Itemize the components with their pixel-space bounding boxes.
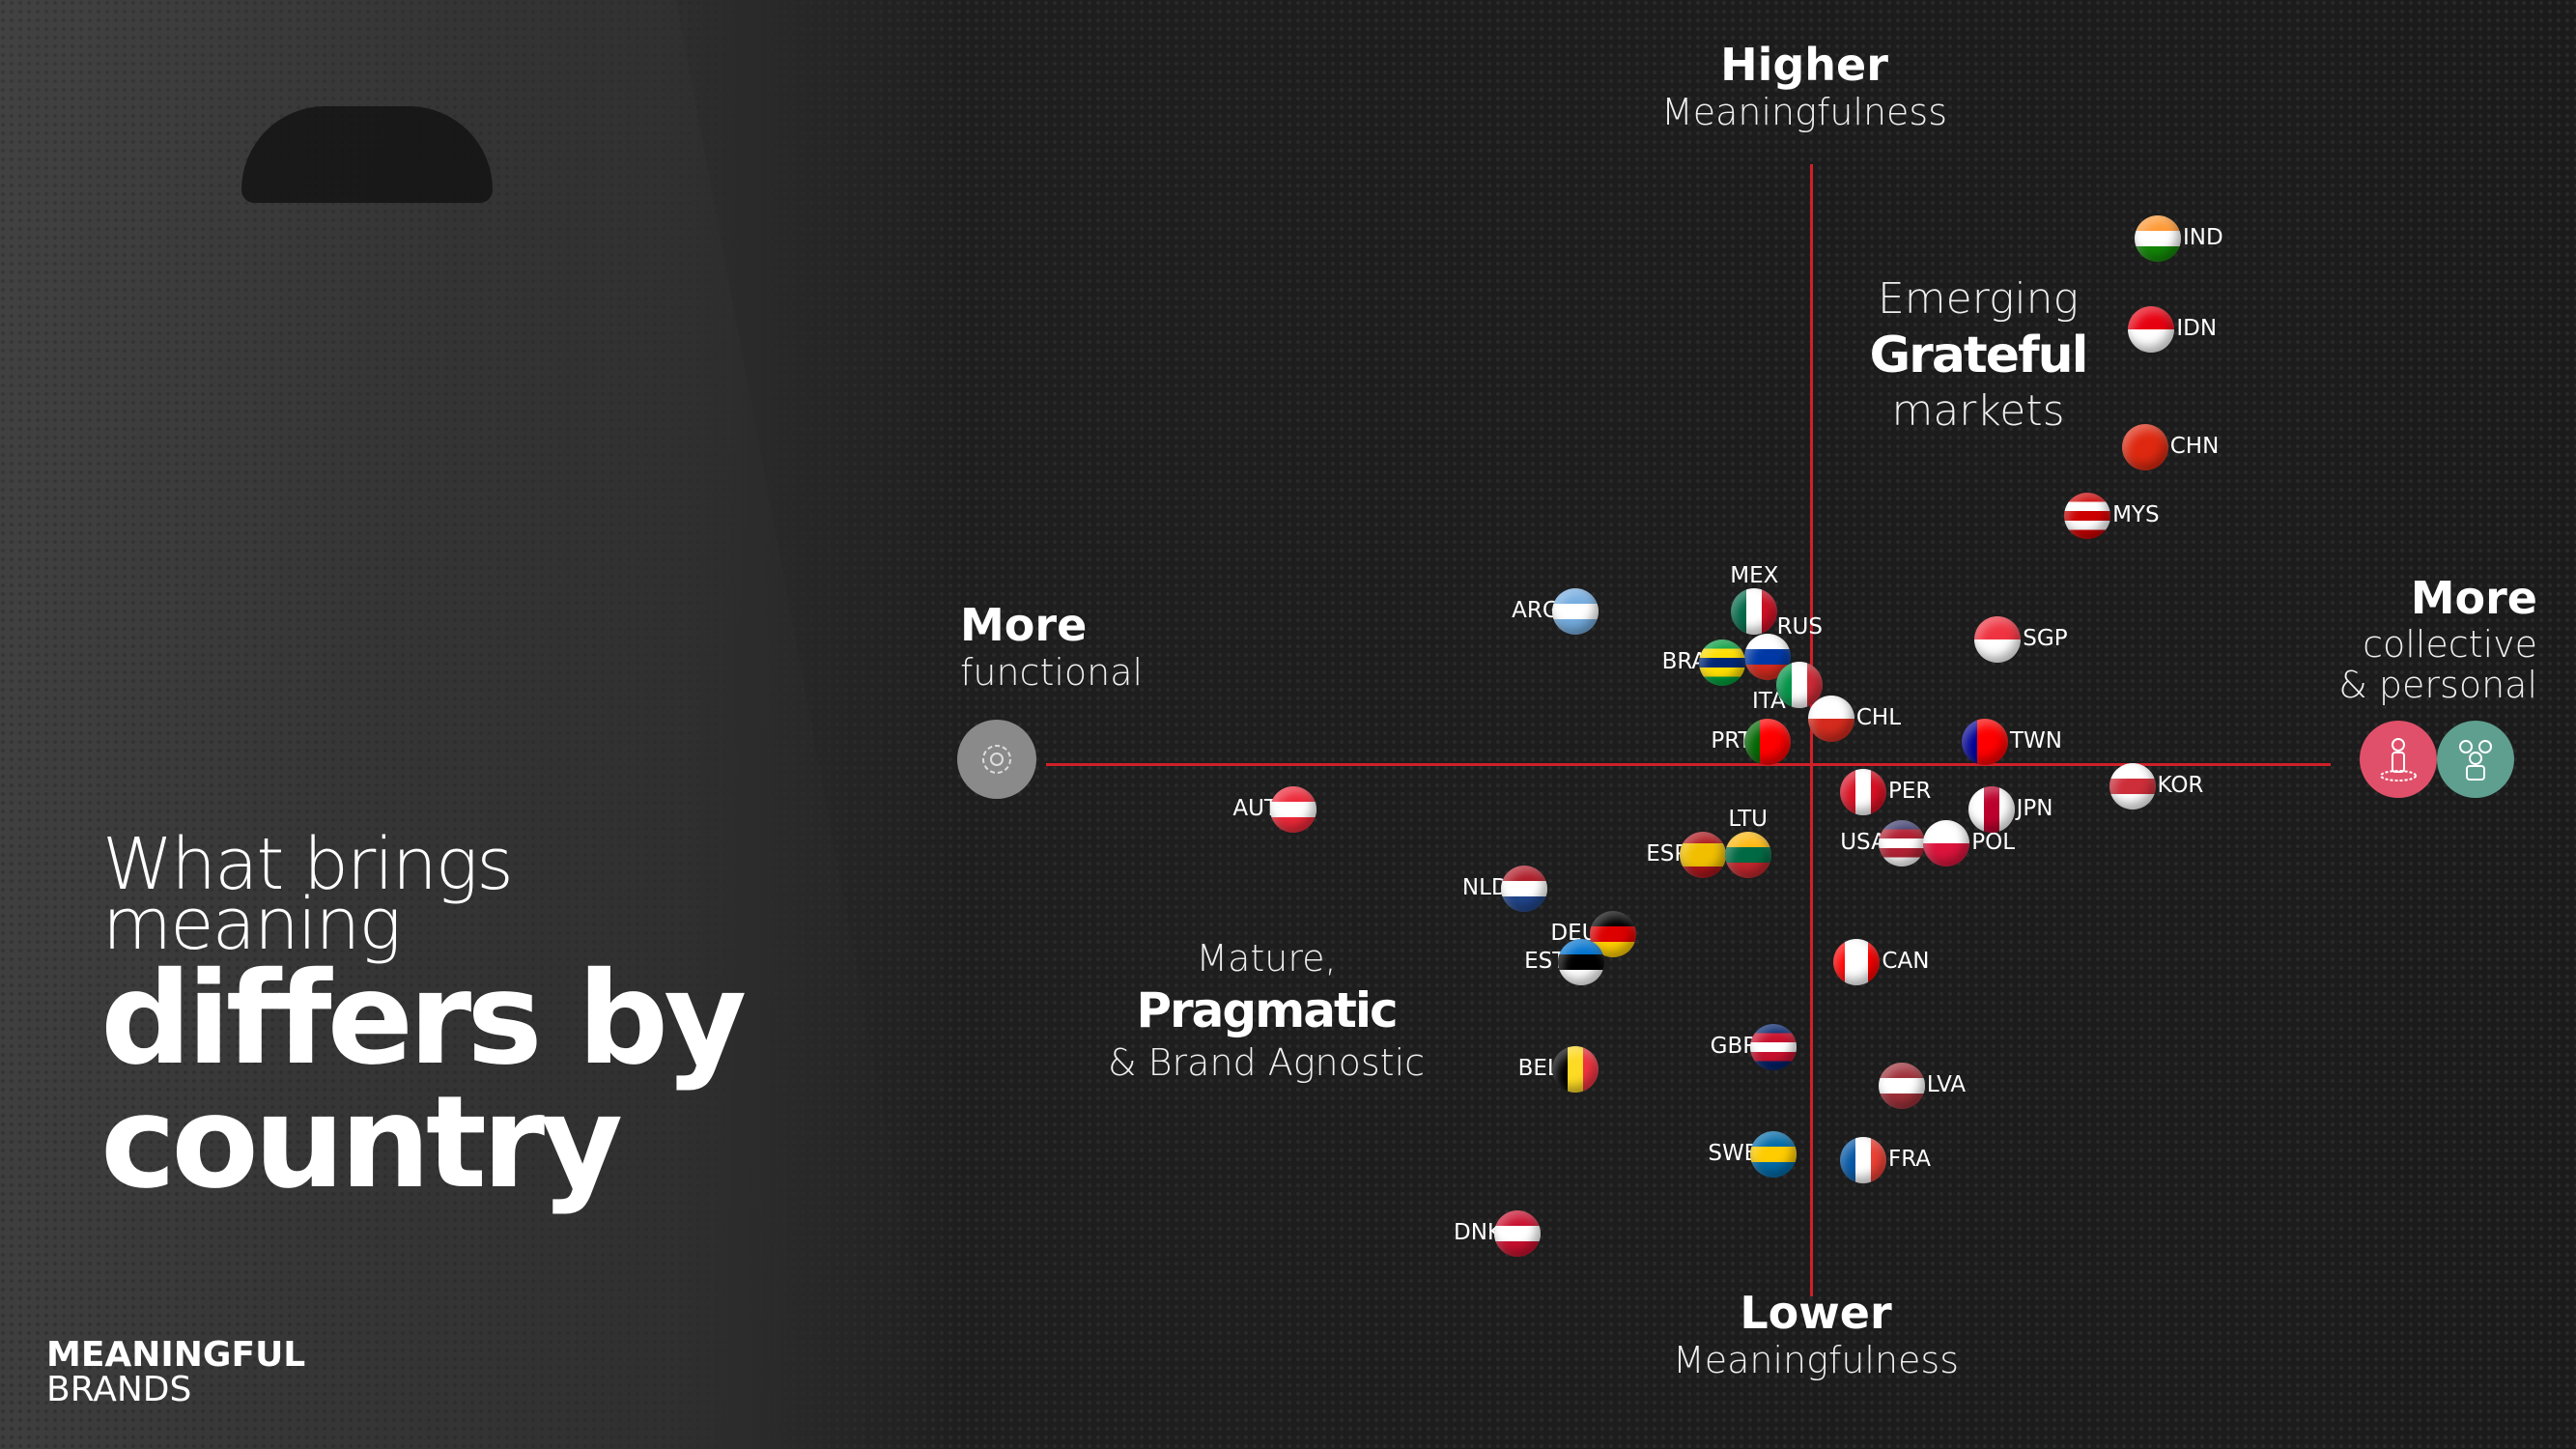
flag-prt <box>1743 718 1791 765</box>
country-label: LTU <box>1728 806 1768 832</box>
flag-per <box>1840 769 1887 816</box>
country-label: ARG <box>1512 598 1560 624</box>
flag-kor <box>2109 763 2156 810</box>
flag-jpn <box>1967 785 2015 833</box>
x-right-sub1: collective <box>2363 623 2537 666</box>
flag-gbr <box>1750 1023 1798 1070</box>
country-label: MYS <box>2112 501 2160 527</box>
quadrant-tr-line1: Emerging <box>1878 274 2079 324</box>
country-label: CHL <box>1855 705 1902 731</box>
flag-mex <box>1731 588 1778 636</box>
flag-aut <box>1269 785 1316 833</box>
flag-dnk <box>1494 1209 1542 1257</box>
country-label: TWN <box>2010 727 2062 753</box>
headline-line-1: What brings <box>102 823 514 906</box>
country-label: FRA <box>1888 1146 1932 1172</box>
x-left-strong: More <box>960 599 1088 651</box>
person-icon <box>2360 721 2437 798</box>
flag-chn <box>2121 424 2168 471</box>
quadrant-tr-line2: Grateful <box>1869 327 2088 384</box>
logo-line-1: MEANINGFUL <box>46 1335 306 1375</box>
quadrant-tr-line3: markets <box>1891 386 2065 436</box>
quadrant-label-bottom-left: Mature, Pragmatic & Brand Agnostic <box>1108 933 1425 1088</box>
quadrant-bl-line2: Pragmatic <box>1136 982 1398 1038</box>
flag-usa <box>1878 819 1925 867</box>
flag-twn <box>1962 718 2008 765</box>
flag-can <box>1833 938 1881 985</box>
country-label: GBR <box>1710 1033 1759 1059</box>
flag-arg <box>1551 588 1599 636</box>
flag-mys <box>2064 492 2111 539</box>
country-label: MEX <box>1730 563 1779 589</box>
y-top-sub: Meaningfulness <box>1660 91 1948 133</box>
headline-line-2: meaning <box>102 883 402 966</box>
flag-idn <box>2128 305 2175 353</box>
brand-logo: MEANINGFUL BRANDS <box>46 1338 305 1407</box>
flag-fra <box>1840 1136 1887 1183</box>
headline-line-3: differs by <box>100 945 747 1094</box>
headline-line-4: country <box>100 1068 623 1217</box>
country-label: CAN <box>1882 948 1930 974</box>
country-label: SWE <box>1708 1140 1759 1166</box>
quadrant-bl-line3: & Brand Agnostic <box>1107 1041 1426 1084</box>
country-label: RUS <box>1776 613 1823 639</box>
x-right-sub2: & personal <box>2338 664 2537 706</box>
x-axis <box>1046 763 2331 766</box>
flag-bel <box>1551 1045 1599 1093</box>
y-bottom-sub: Meaningfulness <box>1672 1339 1960 1381</box>
flag-nld <box>1500 865 1547 912</box>
flag-sgp <box>1974 616 2022 664</box>
gear-icon <box>957 720 1036 799</box>
flag-pol <box>1923 819 1970 867</box>
flag-lva <box>1878 1063 1925 1110</box>
country-label: DNK <box>1454 1219 1503 1245</box>
logo-line-2: BRANDS <box>46 1370 192 1409</box>
flag-est <box>1558 938 1605 985</box>
x-right-strong: More <box>2410 572 2537 624</box>
country-label: CHN <box>2169 434 2220 460</box>
lamp-image <box>241 106 493 203</box>
y-top-label: Higher Meaningfulness <box>1661 39 1947 133</box>
country-label: SGP <box>2023 626 2068 652</box>
country-label: LVA <box>1926 1072 1967 1098</box>
quadrant-label-top-right: Emerging Grateful markets <box>1869 272 2088 439</box>
flag-chl <box>1807 696 1854 743</box>
country-label: JPN <box>2016 795 2053 821</box>
flag-bra <box>1699 639 1746 686</box>
y-top-strong: Higher <box>1720 39 1888 91</box>
flag-ita <box>1775 662 1823 709</box>
quadrant-bl-line1: Mature, <box>1196 937 1337 980</box>
x-left-label: More functional <box>960 599 1143 694</box>
country-label: IDN <box>2176 315 2218 341</box>
flag-ind <box>2135 214 2182 262</box>
flag-swe <box>1750 1130 1798 1178</box>
x-right-label: More collective & personal <box>2338 572 2537 705</box>
flag-esp <box>1680 831 1727 878</box>
group-icon <box>2437 721 2514 798</box>
country-label: KOR <box>2157 773 2204 799</box>
country-label: POL <box>1971 829 2016 855</box>
flag-ltu <box>1724 831 1771 878</box>
x-left-sub: functional <box>960 651 1144 694</box>
y-bottom-label: Lower Meaningfulness <box>1673 1287 1959 1381</box>
country-label: PER <box>1888 779 1932 805</box>
country-label: IND <box>2183 224 2223 250</box>
y-bottom-strong: Lower <box>1740 1287 1892 1339</box>
